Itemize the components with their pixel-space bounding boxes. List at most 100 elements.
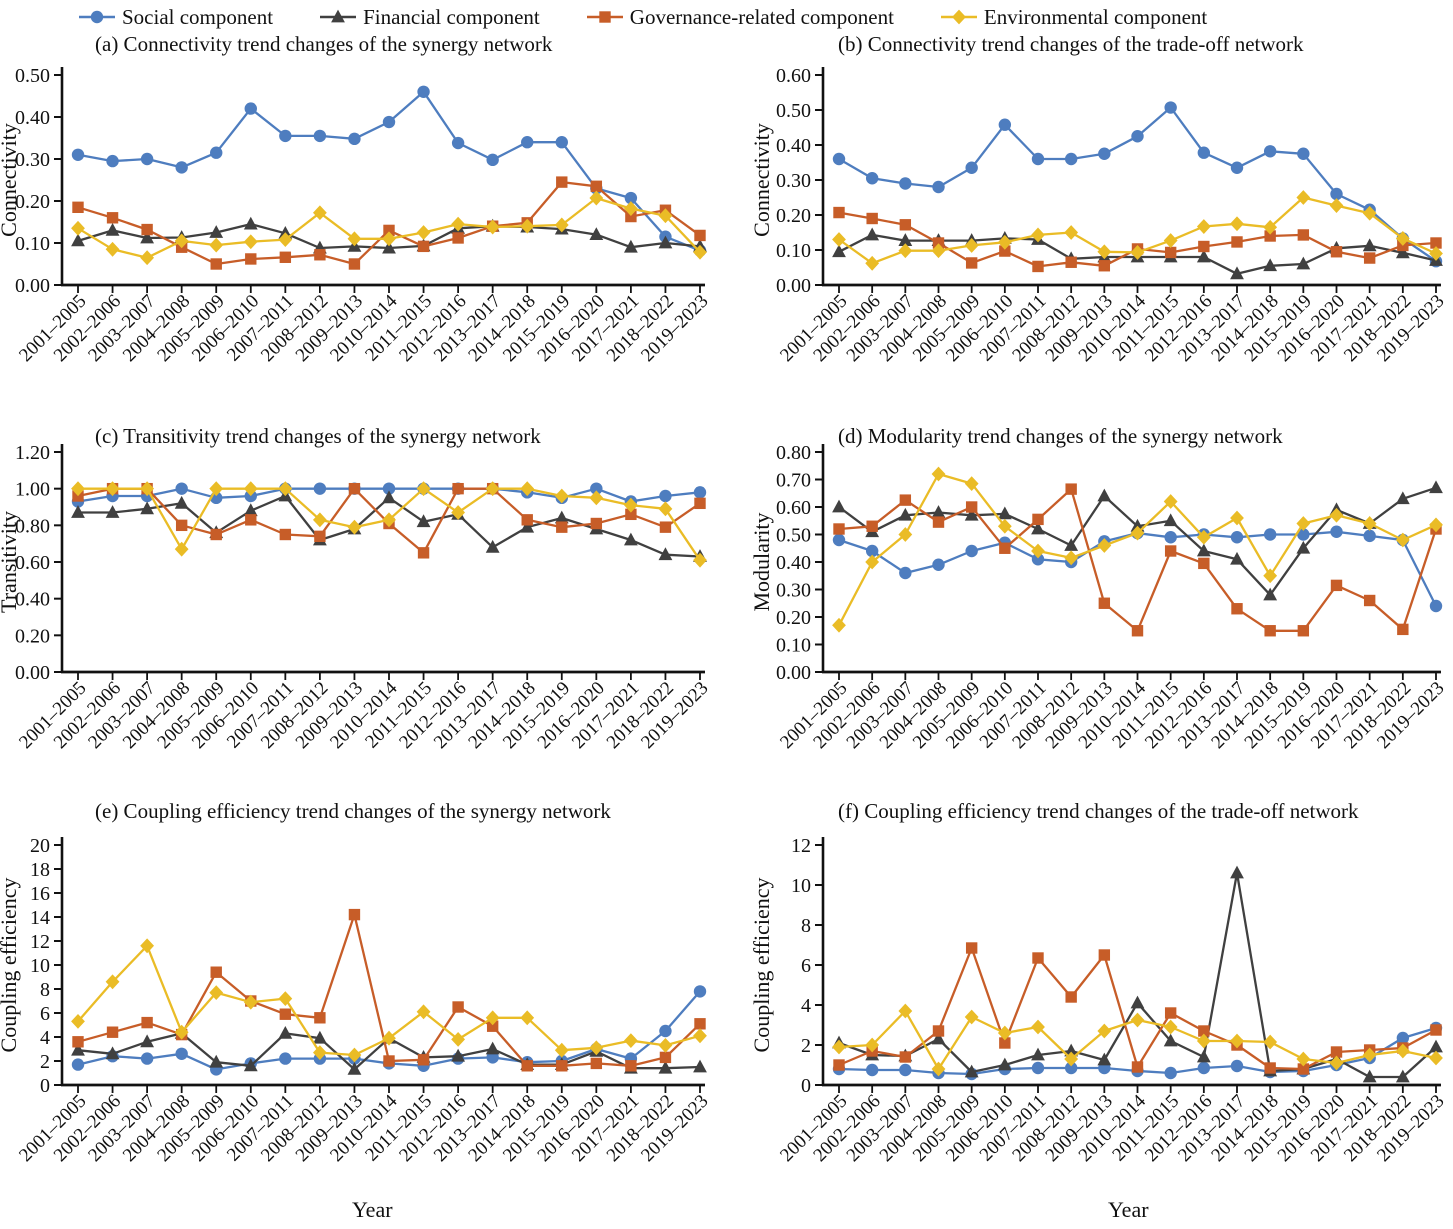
legend: Social component Financial component Gov…	[78, 2, 1207, 32]
environmental-series-icon	[940, 8, 978, 26]
svg-text:12: 12	[791, 835, 811, 857]
x-tick-labels: 2001–20052002–20062003–20072004–20082005…	[15, 1085, 713, 1166]
governance-series-icon	[586, 8, 624, 26]
axes	[60, 444, 705, 674]
svg-text:0.10: 0.10	[15, 233, 50, 255]
chart-d-modularity-synergy: (d) Modularity trend changes of the syne…	[727, 420, 1453, 792]
y-axis-label: Coupling efficiency	[749, 878, 774, 1053]
chart-d-title: (d) Modularity trend changes of the syne…	[838, 424, 1283, 448]
chart-f-canvas: 0 2 4 6 8 10 12 2001–2005 2002–2006 2003–2007 2004…	[727, 795, 1453, 1229]
svg-text:8: 8	[40, 979, 50, 1001]
series-social-component	[832, 101, 1443, 268]
plot-area: 0 2 4 6 8 10 12 2001–20052002–20062003–20072004…	[749, 835, 1449, 1166]
chart-e-canvas: 0 2 4 6 8 10 12 14 16 18 20 2001–2005 2002–2006 2003–…	[0, 795, 726, 1229]
plot-area: 024681012141618202001–20052002–20062003–…	[0, 835, 713, 1166]
svg-text:14: 14	[30, 907, 50, 929]
financial-series-icon	[319, 8, 357, 26]
x-tick-labels: 2001–20052002–20062003–20072004–20082005…	[15, 285, 713, 366]
svg-text:8: 8	[801, 915, 811, 937]
chart-b-title: (b) Connectivity trend changes of the tr…	[838, 32, 1304, 56]
y-tick-labels: 0.00 0.10 0.20 0.30 0.40 0.50 0.60	[776, 65, 823, 297]
x-tick-labels: 2001–20052002–20062003–20072004–20082005…	[776, 672, 1449, 753]
chart-e-title: (e) Coupling efficiency trend changes of…	[95, 799, 611, 823]
svg-text:4: 4	[801, 995, 811, 1017]
svg-text:0.50: 0.50	[15, 65, 50, 87]
chart-a-connectivity-synergy: (a) Connectivity trend changes of the sy…	[0, 28, 726, 406]
social-series-icon	[78, 8, 116, 26]
chart-f-coupling-tradeoff: (f) Coupling efficiency trend changes of…	[727, 795, 1453, 1229]
plot-area: 0.00 0.10 0.20 0.30 0.40 0.50 0.60 2001–2005200…	[749, 65, 1449, 366]
svg-text:0.00: 0.00	[776, 275, 811, 297]
series-governance-related-component	[72, 908, 706, 1072]
y-axis-label: Connectivity	[749, 123, 774, 237]
svg-text:0.60: 0.60	[15, 552, 50, 574]
axes	[60, 67, 705, 287]
chart-a-canvas: 0.00 0.10 0.20 0.30 0.40 0.50 2001–2005 2002–20…	[0, 28, 726, 406]
chart-d-canvas: 0.00 0.10 0.20 0.30 0.40 0.50 0.60 0.70 0.80 2001…	[727, 420, 1453, 792]
svg-text:0.50: 0.50	[776, 100, 811, 122]
svg-text:0.60: 0.60	[776, 497, 811, 519]
svg-text:1.20: 1.20	[15, 442, 50, 464]
x-axis-label-f: Year	[1108, 1197, 1149, 1222]
y-axis-label: Transitivity	[0, 511, 21, 613]
y-tick-labels: 0.00 0.10 0.20 0.30 0.40 0.50	[15, 65, 62, 297]
svg-text:18: 18	[30, 859, 50, 881]
svg-text:0.10: 0.10	[776, 240, 811, 262]
svg-text:0.20: 0.20	[776, 205, 811, 227]
svg-text:1.00: 1.00	[15, 479, 50, 501]
chart-c-canvas: 0.00 0.20 0.40 0.60 0.80 1.00 1.20 2001–2005 200…	[0, 420, 726, 792]
legend-item-governance: Governance-related component	[586, 5, 894, 30]
square-marker-icon	[586, 11, 623, 23]
svg-text:0.40: 0.40	[776, 552, 811, 574]
legend-item-environmental: Environmental component	[940, 5, 1207, 30]
svg-text:0.00: 0.00	[776, 662, 811, 684]
svg-text:0.60: 0.60	[776, 65, 811, 87]
legend-label: Social component	[122, 4, 274, 29]
svg-text:12: 12	[30, 931, 50, 953]
diamond-marker-icon	[940, 9, 977, 25]
series-governance-related-component	[833, 942, 1442, 1075]
series-governance-related-component	[833, 206, 1442, 273]
svg-text:0: 0	[801, 1075, 811, 1097]
svg-text:10: 10	[791, 875, 811, 897]
svg-text:0.40: 0.40	[776, 135, 811, 157]
svg-text:0.80: 0.80	[776, 442, 811, 464]
svg-text:0: 0	[40, 1075, 50, 1097]
series-governance-related-component	[72, 176, 706, 270]
svg-text:6: 6	[801, 955, 811, 977]
series-environmental-component	[71, 190, 707, 266]
svg-text:0.40: 0.40	[15, 589, 50, 611]
svg-text:0.30: 0.30	[776, 580, 811, 602]
chart-b-connectivity-tradeoff: (b) Connectivity trend changes of the tr…	[727, 28, 1453, 406]
chart-a-title: (a) Connectivity trend changes of the sy…	[95, 32, 553, 56]
plot-area: 0.00 0.20 0.40 0.60 0.80 1.00 1.20 2001–2005200…	[0, 442, 713, 753]
legend-label: Financial component	[363, 4, 540, 29]
chart-c-title: (c) Transitivity trend changes of the sy…	[95, 424, 541, 448]
svg-text:6: 6	[40, 1003, 50, 1025]
y-tick-labels: 0.00 0.10 0.20 0.30 0.40 0.50 0.60 0.70 0.80	[776, 442, 823, 684]
series-environmental-component	[71, 938, 707, 1063]
svg-text:0.80: 0.80	[15, 515, 50, 537]
svg-text:0.00: 0.00	[15, 662, 50, 684]
y-tick-labels: 0 2 4 6 8 10 12	[791, 835, 823, 1097]
legend-label: Environmental component	[983, 4, 1208, 29]
chart-b-canvas: 0.00 0.10 0.20 0.30 0.40 0.50 0.60 2001–2005 200…	[727, 28, 1453, 406]
x-axis-label-e: Year	[352, 1197, 393, 1222]
series-financial-component	[71, 488, 707, 562]
series-environmental-component	[832, 466, 1443, 633]
plot-area: 0.00 0.10 0.20 0.30 0.40 0.50 0.60 0.70 0.80 2001…	[749, 442, 1449, 753]
series-governance-related-component	[833, 483, 1442, 637]
axes	[821, 444, 1441, 674]
legend-label: Governance-related component	[629, 4, 894, 29]
svg-text:16: 16	[30, 883, 50, 905]
svg-text:0.20: 0.20	[776, 607, 811, 629]
chart-f-title: (f) Coupling efficiency trend changes of…	[838, 799, 1359, 823]
svg-text:0.50: 0.50	[776, 525, 811, 547]
legend-item-financial: Financial component	[319, 5, 540, 30]
svg-text:2: 2	[801, 1035, 811, 1057]
svg-text:0.30: 0.30	[15, 149, 50, 171]
svg-text:2: 2	[40, 1051, 50, 1073]
legend-item-social: Social component	[78, 5, 273, 30]
